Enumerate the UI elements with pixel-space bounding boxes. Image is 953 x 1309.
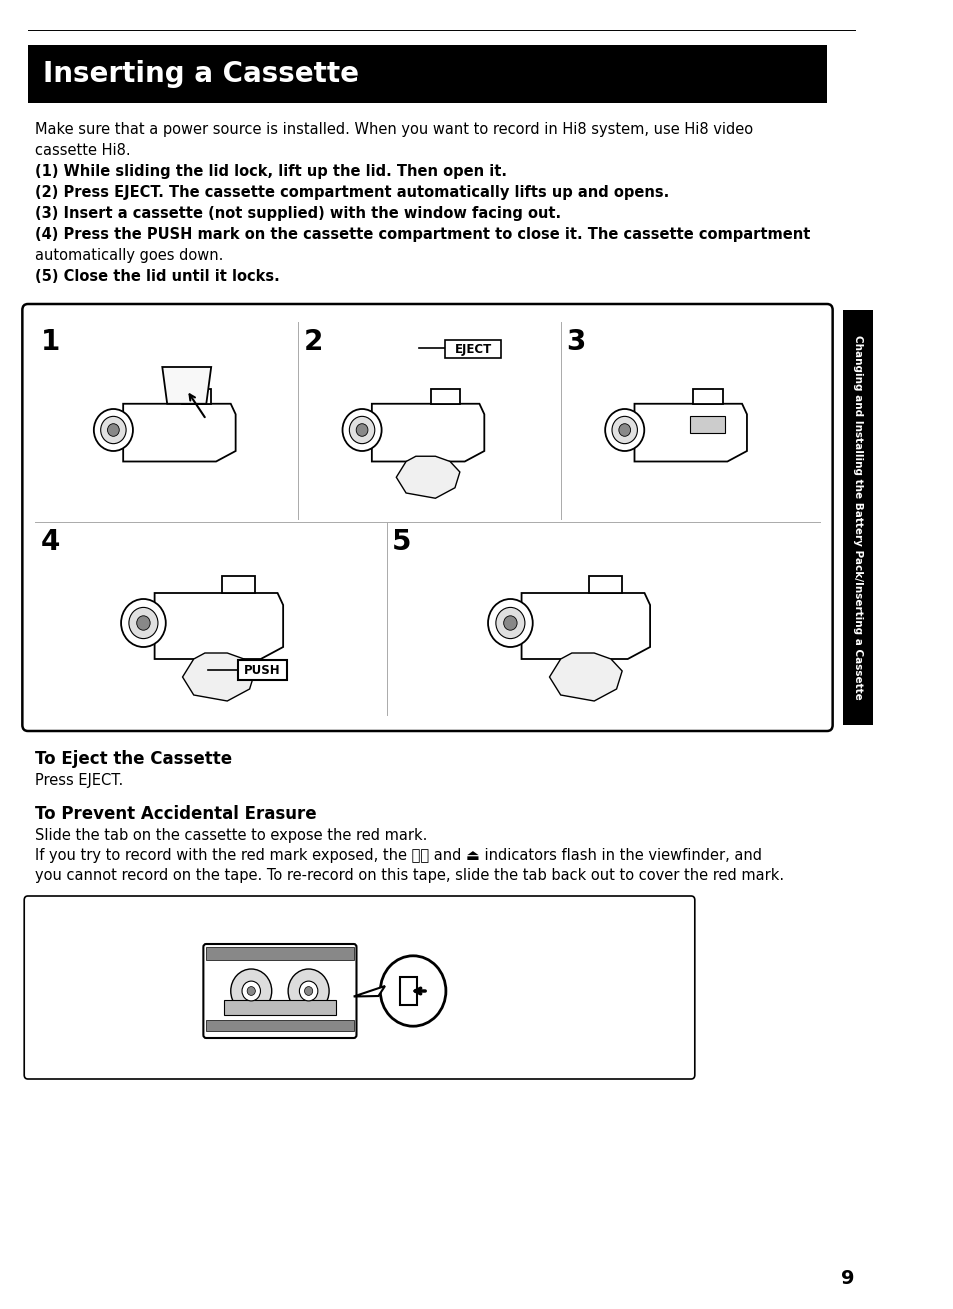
FancyBboxPatch shape [203,944,356,1038]
Text: Press EJECT.: Press EJECT. [35,774,124,788]
Circle shape [93,408,132,452]
FancyBboxPatch shape [22,304,832,730]
Text: 4: 4 [41,528,60,556]
Text: Make sure that a power source is installed. When you want to record in Hi8 syste: Make sure that a power source is install… [35,122,753,137]
Bar [182,389,211,403]
Bar [206,1020,354,1030]
Circle shape [231,969,272,1013]
Text: (4) Press the PUSH mark on the cassette compartment to close it. The cassette co: (4) Press the PUSH mark on the cassette … [35,226,810,242]
Text: To Prevent Accidental Erasure: To Prevent Accidental Erasure [35,805,316,823]
Circle shape [136,615,150,630]
Bar [221,576,254,593]
Circle shape [496,607,524,639]
Bar [690,416,724,433]
Text: EJECT: EJECT [454,343,491,356]
Text: (2) Press EJECT. The cassette compartment automatically lifts up and opens.: (2) Press EJECT. The cassette compartmen… [35,185,669,200]
Text: To Eject the Cassette: To Eject the Cassette [35,750,233,768]
Circle shape [503,615,517,630]
Bar [206,946,354,961]
Text: Changing and Installing the Battery Pack/Inserting a Cassette: Changing and Installing the Battery Pack… [852,335,862,700]
Circle shape [129,607,158,639]
FancyBboxPatch shape [24,895,694,1079]
Circle shape [380,956,445,1026]
Polygon shape [549,653,621,702]
Text: 2: 2 [303,329,323,356]
Text: PUSH: PUSH [244,664,281,677]
Text: automatically goes down.: automatically goes down. [35,247,224,263]
Polygon shape [395,457,459,499]
Circle shape [247,987,255,995]
Circle shape [121,600,166,647]
Circle shape [299,982,317,1001]
Circle shape [304,987,313,995]
Polygon shape [634,403,746,462]
Text: cassette Hi8.: cassette Hi8. [35,143,131,158]
Polygon shape [521,593,649,658]
Text: Inserting a Cassette: Inserting a Cassette [43,60,358,88]
Text: 5: 5 [392,528,411,556]
Bar [399,977,416,1005]
Circle shape [355,424,368,436]
Bar [588,576,621,593]
Bar [693,389,721,403]
Polygon shape [162,367,211,403]
Polygon shape [154,593,283,658]
Circle shape [108,424,119,436]
Text: 9: 9 [840,1268,853,1288]
Circle shape [342,408,381,452]
Bar [842,310,872,725]
Bar [223,1000,335,1016]
Bar [445,340,500,357]
Circle shape [288,969,329,1013]
Bar [28,45,826,103]
Text: 3: 3 [566,329,585,356]
Circle shape [488,600,532,647]
Circle shape [349,416,375,444]
Text: If you try to record with the red mark exposed, the ⓞⓡ and ⏏ indicators flash in: If you try to record with the red mark e… [35,848,761,863]
Bar [430,389,459,403]
Circle shape [242,982,260,1001]
Circle shape [101,416,126,444]
Circle shape [604,408,643,452]
Text: (5) Close the lid until it locks.: (5) Close the lid until it locks. [35,270,280,284]
Text: Slide the tab on the cassette to expose the red mark.: Slide the tab on the cassette to expose … [35,829,427,843]
Circle shape [618,424,630,436]
Polygon shape [182,653,254,702]
Text: you cannot record on the tape. To re-record on this tape, slide the tab back out: you cannot record on the tape. To re-rec… [35,868,783,884]
Polygon shape [354,986,385,996]
Text: (1) While sliding the lid lock, lift up the lid. Then open it.: (1) While sliding the lid lock, lift up … [35,164,507,179]
Text: 1: 1 [41,329,60,356]
Polygon shape [372,403,484,462]
Polygon shape [123,403,235,462]
Text: (3) Insert a cassette (not supplied) with the window facing out.: (3) Insert a cassette (not supplied) wit… [35,206,561,221]
Circle shape [612,416,637,444]
Bar [238,660,287,679]
